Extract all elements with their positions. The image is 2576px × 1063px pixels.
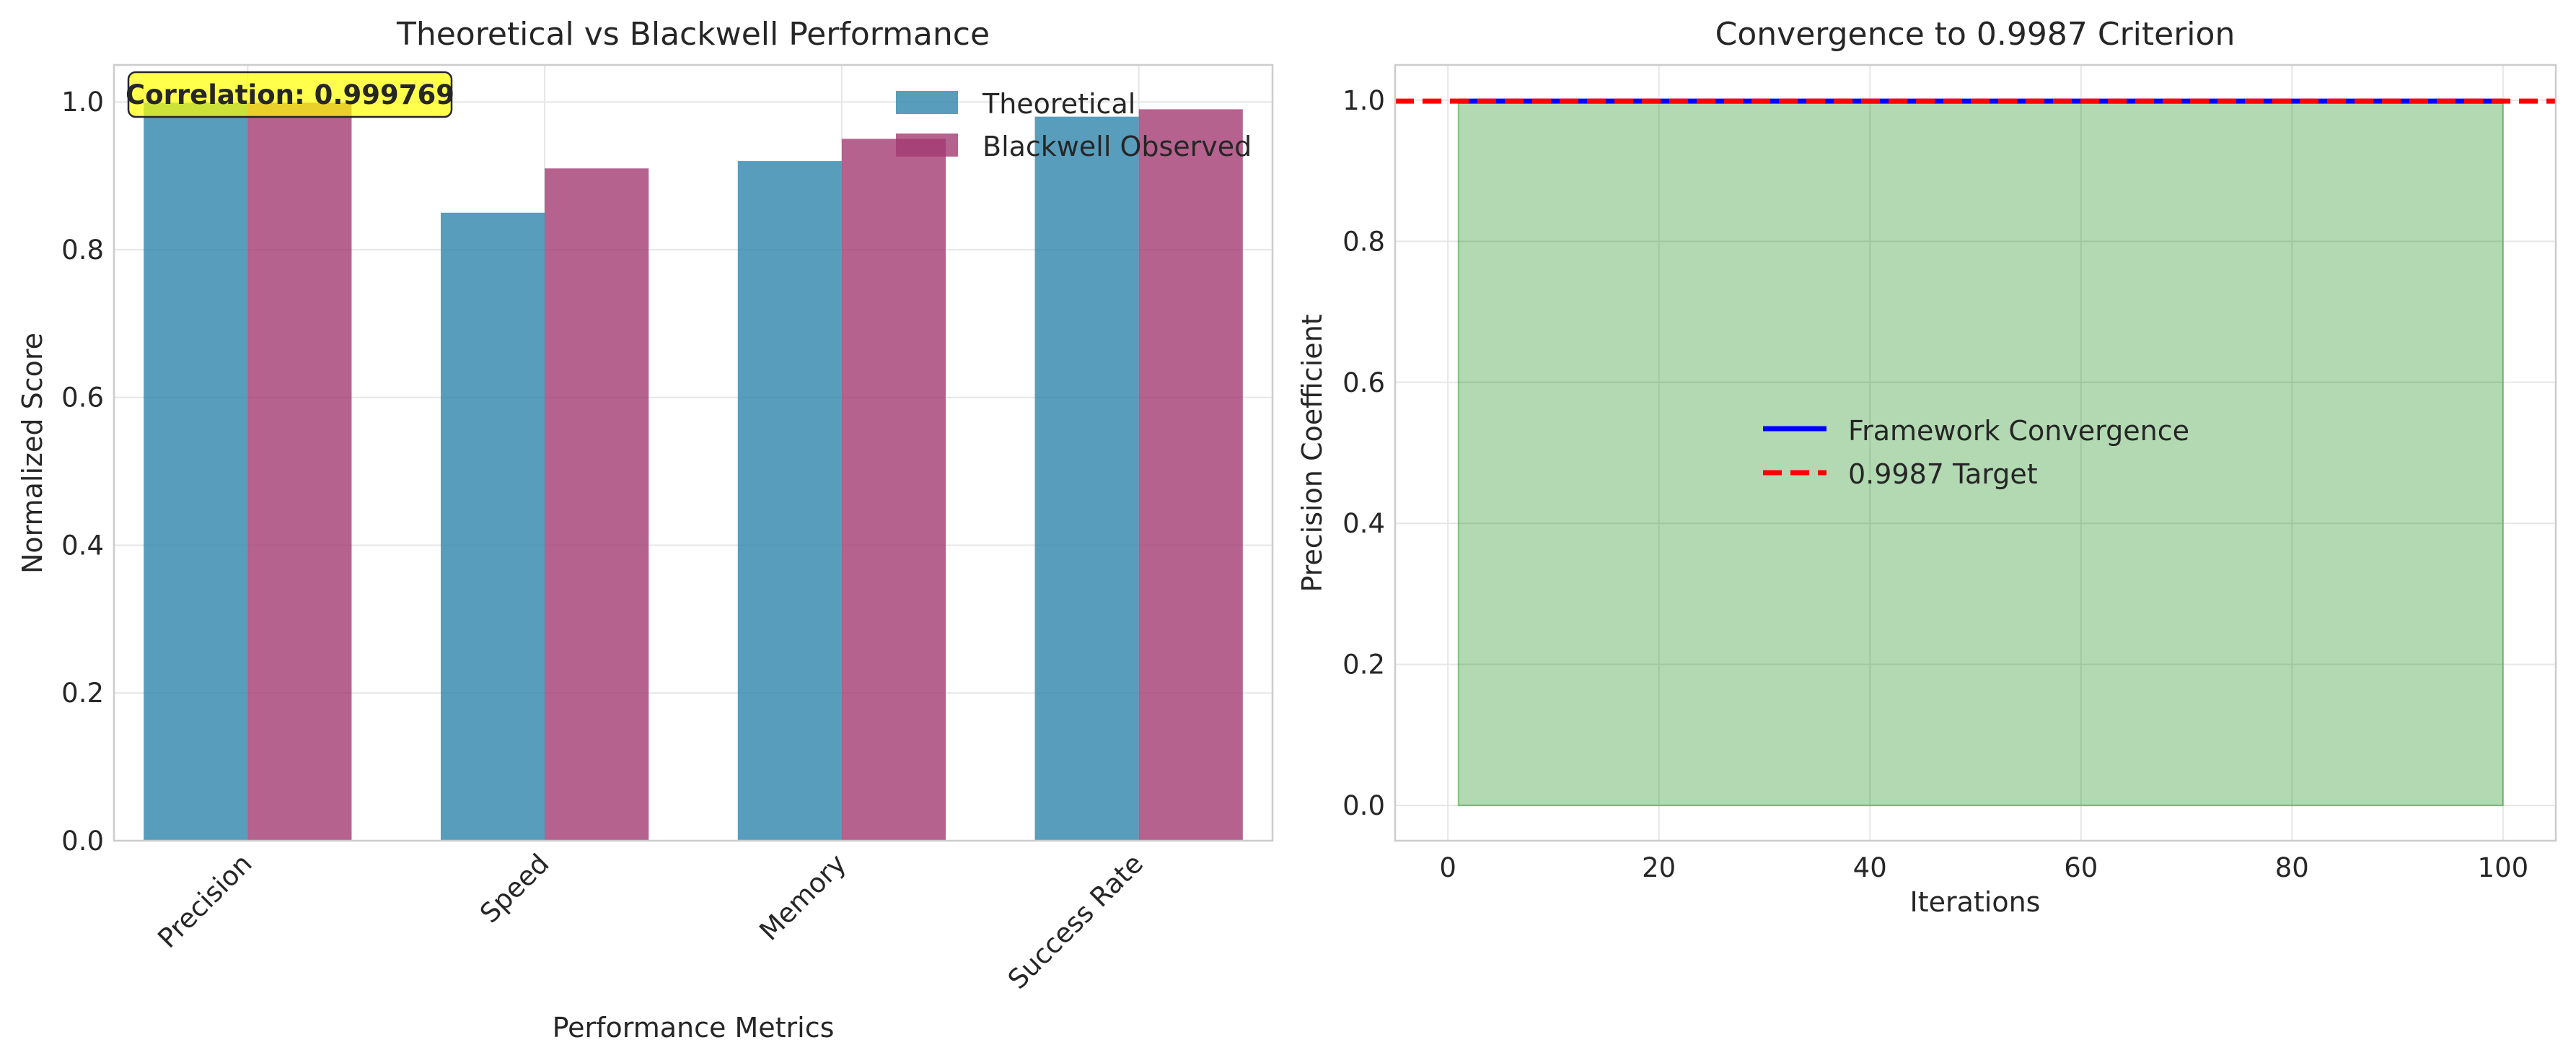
right-legend: Framework Convergence 0.9987 Target	[1763, 415, 2189, 490]
legend-swatch-theoretical	[896, 91, 958, 114]
right-x-tick-label: 40	[1853, 852, 1887, 883]
left-y-tick-labels: 0.0 0.2 0.4 0.6 0.8 1.0	[61, 87, 104, 857]
left-y-tick-label: 0.6	[61, 382, 104, 414]
right-y-tick-label: 0.8	[1342, 226, 1385, 257]
bar-theoretical-precision	[144, 102, 248, 841]
right-x-tick-label: 60	[2064, 852, 2098, 883]
right-x-tick-labels: 0 20 40 60 80 100	[1439, 852, 2528, 883]
legend-label-blackwell: Blackwell Observed	[983, 131, 1252, 162]
legend-label-framework: Framework Convergence	[1848, 415, 2189, 447]
bar-theoretical-success-rate	[1034, 116, 1139, 841]
left-y-tick-label: 1.0	[61, 87, 104, 118]
left-chart-title: Theoretical vs Blackwell Performance	[396, 16, 990, 53]
right-x-tick-label: 0	[1439, 852, 1456, 883]
left-bars	[144, 102, 1243, 841]
left-y-tick-label: 0.4	[61, 530, 104, 561]
left-y-axis-label: Normalized Score	[17, 333, 48, 574]
correlation-annotation: Correlation: 0.999769	[126, 71, 454, 118]
bar-blackwell-observed-memory	[841, 139, 946, 841]
right-y-tick-label: 0.0	[1342, 790, 1385, 821]
right-y-tick-label: 1.0	[1342, 85, 1385, 116]
bar-theoretical-memory	[737, 161, 842, 841]
left-plot-frame	[113, 64, 1274, 842]
bar-chart: 0.00.20.40.60.81.0 Precision Speed Memory S…	[17, 16, 1274, 1044]
right-x-tick-label: 20	[1642, 852, 1676, 883]
legend-label-target: 0.9987 Target	[1848, 458, 2038, 490]
right-plot-frame	[1394, 64, 2557, 842]
right-y-tick-label: 0.4	[1342, 508, 1385, 539]
legend-swatch-blackwell	[896, 134, 958, 157]
bar-blackwell-observed-speed	[545, 168, 649, 841]
convergence-chart: 0.0 0.2 0.4 0.6 0.8 1.0 0 20 40 60 80 100 Converge…	[1296, 16, 2557, 918]
right-x-tick-label: 100	[2478, 852, 2529, 883]
right-y-tick-labels: 0.0 0.2 0.4 0.6 0.8 1.0	[1342, 85, 1385, 821]
right-x-axis-label: Iterations	[1910, 886, 2041, 918]
convergence-fill-area	[1457, 100, 2504, 807]
left-y-tick-label: 0.8	[61, 235, 104, 266]
right-x-tick-label: 80	[2275, 852, 2309, 883]
left-x-axis-label: Performance Metrics	[553, 1012, 835, 1044]
right-chart-title: Convergence to 0.9987 Criterion	[1715, 16, 2236, 53]
left-y-tick-label: 0.2	[61, 678, 104, 709]
bar-blackwell-observed-precision	[247, 102, 352, 841]
right-y-tick-label: 0.6	[1342, 367, 1385, 398]
right-y-tick-label: 0.2	[1342, 649, 1385, 681]
bar-theoretical-speed	[440, 212, 545, 841]
bar-blackwell-observed-success-rate	[1138, 109, 1243, 841]
legend-label-theoretical: Theoretical	[982, 88, 1135, 120]
left-legend: Theoretical Blackwell Observed	[896, 88, 1252, 162]
annotation-box	[127, 71, 453, 118]
annotation-text: Correlation: 0.999769	[126, 79, 454, 110]
right-y-axis-label: Precision Coefficient	[1296, 314, 1328, 592]
left-y-tick-label: 0.0	[61, 826, 104, 857]
